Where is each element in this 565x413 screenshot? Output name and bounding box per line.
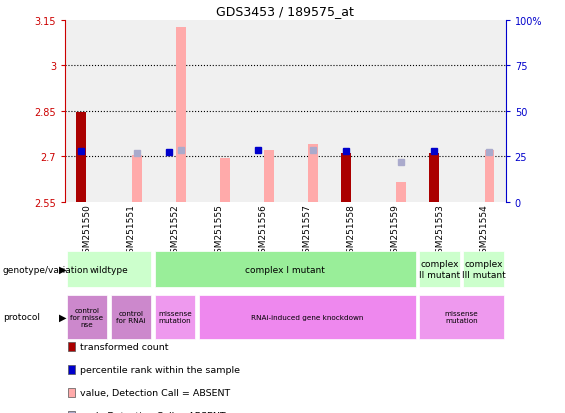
Bar (155, 295, 195, 339)
Bar (241, 21, 285, 202)
Text: control
for RNAi: control for RNAi (116, 311, 146, 323)
Text: complex
II mutant: complex II mutant (419, 260, 460, 279)
Text: percentile rank within the sample: percentile rank within the sample (80, 365, 240, 374)
Bar (373, 21, 418, 202)
Bar (67, 252, 151, 287)
Bar (153, 21, 197, 202)
Text: protocol: protocol (3, 313, 40, 321)
Bar (419, 295, 504, 339)
Bar (308, 145, 318, 202)
Text: complex
III mutant: complex III mutant (462, 260, 506, 279)
Text: rank, Detection Call = ABSENT: rank, Detection Call = ABSENT (80, 411, 225, 413)
Bar (485, 151, 494, 202)
Text: ▶: ▶ (59, 264, 67, 275)
Bar (418, 21, 462, 202)
Text: missense
mutation: missense mutation (158, 311, 192, 323)
Text: wildtype: wildtype (90, 265, 128, 274)
Bar (155, 252, 416, 287)
Text: control
for misse
nse: control for misse nse (71, 307, 103, 327)
Bar (341, 154, 350, 202)
Bar (397, 183, 406, 202)
Bar (109, 21, 153, 202)
Bar (132, 155, 142, 202)
Text: missense
mutation: missense mutation (445, 311, 479, 323)
Bar (65, 21, 109, 202)
Text: complex I mutant: complex I mutant (245, 265, 325, 274)
Text: ▶: ▶ (59, 312, 67, 322)
Bar (111, 295, 151, 339)
Text: value, Detection Call = ABSENT: value, Detection Call = ABSENT (80, 388, 230, 397)
Bar (462, 21, 506, 202)
Bar (176, 28, 186, 202)
Text: genotype/variation: genotype/variation (3, 265, 89, 274)
Title: GDS3453 / 189575_at: GDS3453 / 189575_at (216, 5, 354, 18)
Text: transformed count: transformed count (80, 342, 168, 351)
Bar (463, 252, 504, 287)
Bar (264, 151, 274, 202)
Bar (197, 21, 241, 202)
Bar (285, 21, 329, 202)
Bar (76, 113, 86, 202)
Bar (429, 154, 438, 202)
Bar (67, 295, 107, 339)
Text: RNAi-induced gene knockdown: RNAi-induced gene knockdown (251, 314, 363, 320)
Bar (329, 21, 373, 202)
Bar (220, 159, 230, 202)
Bar (199, 295, 416, 339)
Bar (419, 252, 460, 287)
